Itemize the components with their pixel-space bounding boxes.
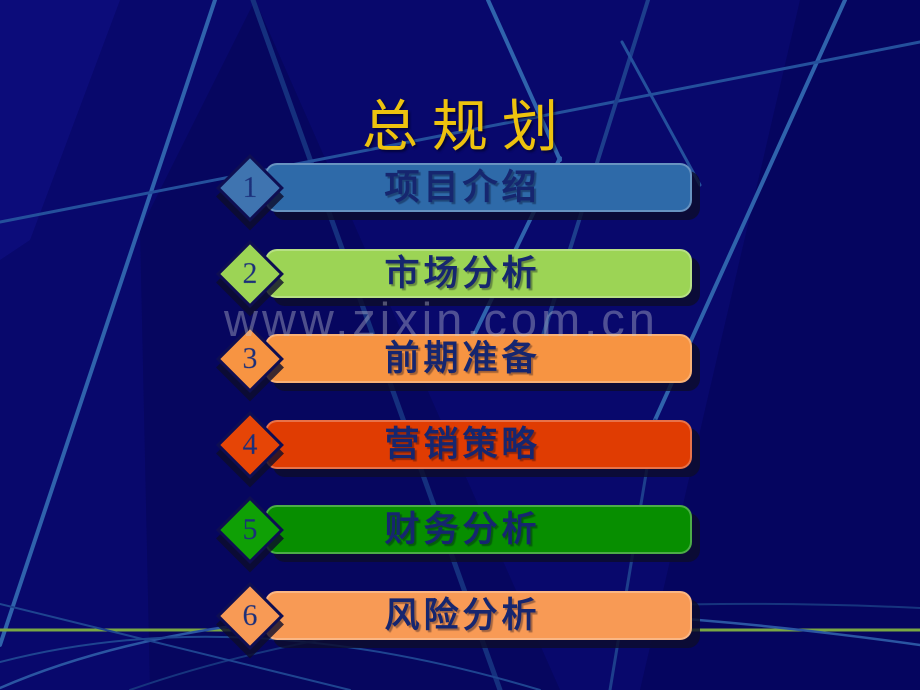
page-title: 总规划 — [362, 97, 572, 159]
item-bar-3: 前期准备 — [265, 334, 692, 383]
list-item-6: 风险分析 6 — [0, 581, 920, 650]
item-bar-4: 营销策略 — [265, 420, 692, 469]
list-item-3: 前期准备 3 — [0, 324, 920, 393]
list-item-5: 财务分析 5 — [0, 495, 920, 564]
item-number: 3 — [242, 341, 258, 375]
list-item-4: 营销策略 4 — [0, 410, 920, 479]
item-number: 2 — [242, 256, 258, 290]
item-number: 4 — [242, 427, 258, 461]
item-bar-1: 项目介绍 — [265, 163, 692, 212]
item-label: 风险分析 — [384, 596, 541, 635]
list-item-2: 市场分析 2 — [0, 239, 920, 308]
list-item-1: 项目介绍 1 — [0, 153, 920, 222]
item-number: 1 — [242, 170, 258, 204]
item-bar-5: 财务分析 — [265, 505, 692, 554]
item-label: 财务分析 — [384, 510, 541, 549]
item-number: 6 — [242, 598, 258, 632]
item-label: 前期准备 — [384, 339, 541, 378]
item-bar-2: 市场分析 — [265, 249, 692, 298]
item-label: 项目介绍 — [384, 168, 541, 207]
item-label: 市场分析 — [384, 254, 541, 293]
item-label: 营销策略 — [384, 425, 541, 464]
item-number: 5 — [242, 512, 258, 546]
item-bar-6: 风险分析 — [265, 591, 692, 640]
